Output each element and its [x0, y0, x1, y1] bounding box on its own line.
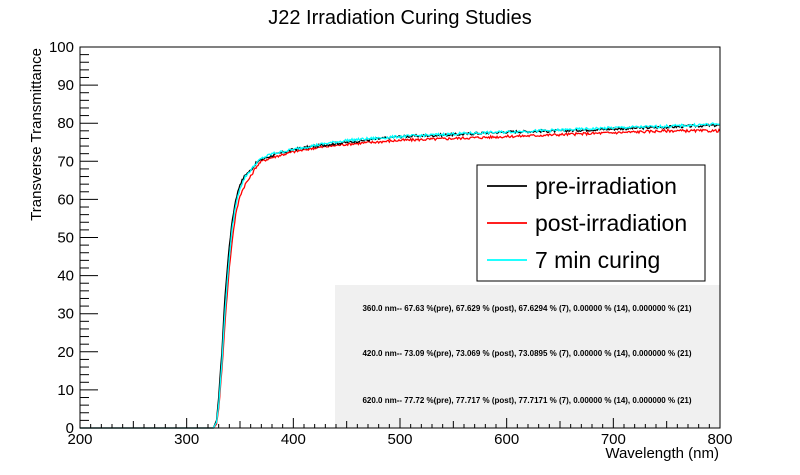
y-tick-label: 0: [66, 420, 74, 437]
x-tick-label: 500: [387, 431, 412, 448]
annotation-line-2: 420.0 nm-- 73.09 %(pre), 73.069 % (post)…: [362, 349, 691, 358]
y-tick-label: 30: [57, 306, 74, 323]
legend-label: 7 min curing: [535, 247, 660, 273]
y-tick-label: 100: [49, 39, 74, 56]
x-axis-title: Wavelength (nm): [605, 445, 719, 462]
x-tick-label: 200: [67, 431, 92, 448]
x-tick-label: 400: [281, 431, 306, 448]
y-tick-label: 90: [57, 77, 74, 94]
y-tick-label: 40: [57, 268, 74, 285]
y-axis-title: Transverse Transmittance: [28, 48, 45, 221]
annotation-line-1: 360.0 nm-- 67.63 %(pre), 67.629 % (post)…: [362, 304, 691, 313]
chart-title: J22 Irradiation Curing Studies: [268, 7, 531, 29]
y-tick-label: 20: [57, 344, 74, 361]
legend: pre-irradiation post-irradiation 7 min cur…: [476, 164, 706, 282]
y-tick-label: 80: [57, 115, 74, 132]
annotation-line-3: 620.0 nm-- 77.72 %(pre), 77.717 % (post)…: [362, 396, 691, 405]
y-tick-label: 60: [57, 191, 74, 208]
y-tick-label: 50: [57, 230, 74, 247]
x-tick-label: 800: [707, 431, 732, 448]
y-axis: 0 10 20 30 40 50 60 70 80 90 100: [49, 39, 98, 437]
x-tick-label: 700: [601, 431, 626, 448]
annotation-box: [335, 285, 720, 428]
x-axis: 200 300 400 500 600 700 800: [67, 418, 733, 448]
legend-label: pre-irradiation: [535, 173, 677, 199]
legend-label: post-irradiation: [535, 210, 687, 236]
x-tick-label: 300: [174, 431, 199, 448]
y-tick-label: 70: [57, 153, 74, 170]
y-tick-label: 10: [57, 382, 74, 399]
x-tick-label: 600: [494, 431, 519, 448]
